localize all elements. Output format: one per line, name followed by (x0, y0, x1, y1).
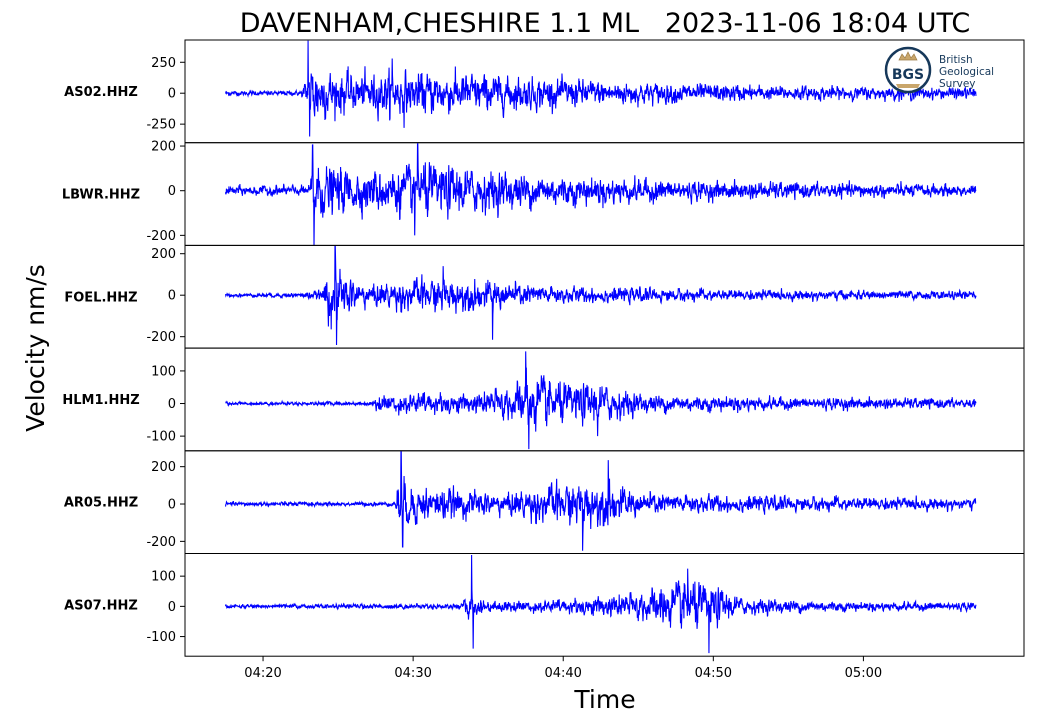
panel-frame (184, 553, 1025, 657)
station-label: FOEL.HHZ (64, 290, 137, 305)
y-tick-label: 0 (168, 397, 176, 412)
y-tick-label: 100 (151, 364, 176, 379)
x-tick-label: 04:40 (544, 666, 581, 681)
trace-panel: 200 0 -200 AR05.HHZ (64, 450, 1025, 554)
y-tick-label: -200 (146, 229, 176, 244)
bgs-logo-ring-icon (884, 46, 932, 94)
x-axis-label: Time (573, 685, 635, 714)
y-tick-label: -200 (146, 535, 176, 550)
y-tick-label: 100 (151, 570, 176, 585)
y-axis-label: Velocity nm/s (21, 264, 50, 432)
x-tick-label: 04:30 (394, 666, 431, 681)
trace-panel: 100 0 -100 HLM1.HHZ (62, 347, 1025, 452)
y-tick-label: -200 (146, 330, 176, 345)
bgs-logo: BGS British Geological Survey (884, 46, 994, 94)
y-tick-label: 200 (151, 460, 176, 475)
waveform-trace (224, 143, 977, 246)
trace-panel: 250 0 -250 AS02.HHZ (64, 39, 1025, 144)
x-tick-label: 04:20 (244, 666, 281, 681)
x-tick-label: 04:50 (695, 666, 732, 681)
trace-panel: 200 0 -200 FOEL.HHZ (64, 244, 1025, 349)
y-tick-label: 200 (151, 247, 176, 262)
station-label: AS02.HHZ (64, 85, 138, 100)
y-tick-label: 250 (151, 56, 176, 71)
bgs-logo-crown-icon (898, 51, 918, 61)
y-tick-label: 200 (151, 140, 176, 155)
bgs-logo-line-1: British (939, 54, 973, 66)
y-tick-label: -100 (146, 630, 176, 645)
x-tick-label: 05:00 (845, 666, 882, 681)
trace-panel: 100 0 -100 AS07.HHZ (64, 553, 1025, 657)
y-tick-label: 0 (168, 184, 176, 199)
waveform-trace (224, 555, 977, 654)
y-tick-label: 0 (168, 289, 176, 304)
trace-panels: 250 0 -250 AS02.HHZ 200 0 -200 LBWR.HHZ 200 0 -200… (62, 39, 1025, 657)
bgs-logo-line-2: Geological (939, 66, 994, 78)
chart-title: DAVENHAM,CHESHIRE 1.1 ML 2023-11-06 18:0… (240, 8, 970, 39)
station-label: AS07.HHZ (64, 598, 138, 613)
y-tick-label: -250 (146, 118, 176, 133)
bgs-logo-base-icon (896, 84, 920, 88)
y-tick-label: 0 (168, 87, 176, 102)
station-label: AR05.HHZ (64, 496, 138, 511)
waveform-trace (224, 245, 977, 345)
bgs-logo-abbr: BGS (892, 67, 924, 83)
y-tick-label: -100 (146, 430, 176, 445)
y-tick-label: 0 (168, 600, 176, 615)
station-label: HLM1.HHZ (62, 393, 139, 408)
y-tick-label: 0 (168, 498, 176, 513)
waveform-trace (224, 451, 977, 551)
bgs-logo-line-3: Survey (939, 78, 976, 90)
station-label: LBWR.HHZ (62, 188, 140, 203)
trace-panel: 200 0 -200 LBWR.HHZ (62, 140, 1025, 246)
waveform-trace (224, 40, 977, 137)
waveform-trace (225, 351, 977, 450)
x-axis: 04:20 04:30 04:40 04:50 05:00 (244, 656, 882, 681)
